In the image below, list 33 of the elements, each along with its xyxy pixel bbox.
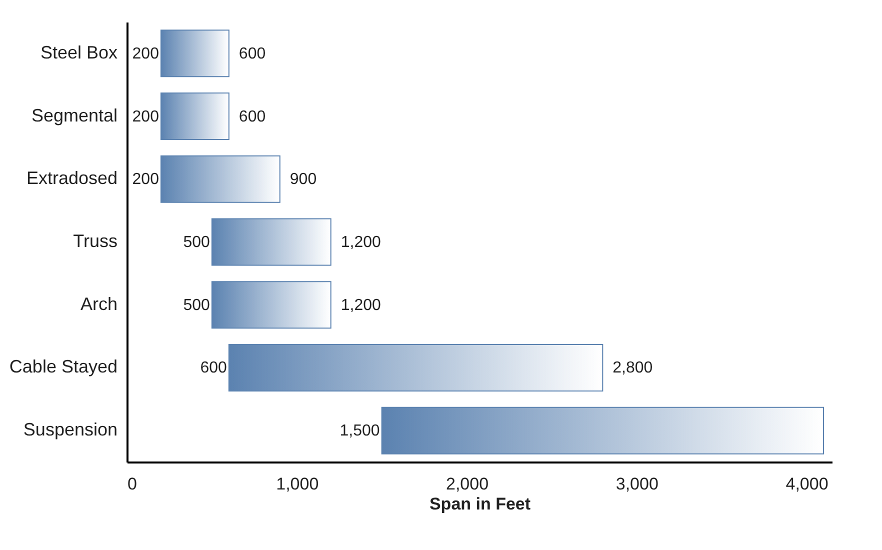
- annotation: 1,200: [340, 234, 381, 251]
- x-tick-label: 4,000: [786, 474, 828, 494]
- annotation: 1,200: [340, 296, 381, 314]
- y-tick-label: Steel Box: [40, 42, 118, 62]
- bar: [160, 30, 230, 78]
- bar: [381, 406, 824, 454]
- annotation: 600: [200, 360, 228, 377]
- annotation: 600: [238, 108, 266, 126]
- annotation: 1,500: [340, 422, 380, 440]
- x-axis-title: Span in Feet: [429, 494, 531, 514]
- x-tick-label: 1,000: [276, 474, 319, 494]
- annotation: 200: [132, 108, 160, 126]
- annotation: 200: [132, 171, 160, 188]
- y-tick-label: Truss: [73, 231, 118, 251]
- y-tick-label: Segmental: [31, 105, 118, 126]
- bar: [211, 281, 332, 329]
- y-tick-label: Extradosed: [26, 168, 118, 188]
- bar: [228, 344, 604, 392]
- annotation: 600: [238, 45, 266, 62]
- y-tick-label: Cable Stayed: [9, 356, 118, 377]
- x-tick-label: 2,000: [446, 474, 489, 494]
- annotation: 500: [183, 234, 210, 251]
- x-tick-label: 3,000: [616, 474, 658, 494]
- bar: [160, 155, 280, 203]
- y-tick-label: Suspension: [23, 420, 118, 440]
- bar: [211, 218, 332, 266]
- bar: [160, 92, 230, 140]
- annotation: 200: [132, 45, 160, 62]
- annotation: 2,800: [612, 360, 653, 377]
- y-tick-label: Arch: [80, 294, 118, 314]
- annotation: 500: [183, 296, 210, 314]
- x-tick-label: 0: [128, 474, 137, 494]
- annotation: 900: [290, 171, 317, 188]
